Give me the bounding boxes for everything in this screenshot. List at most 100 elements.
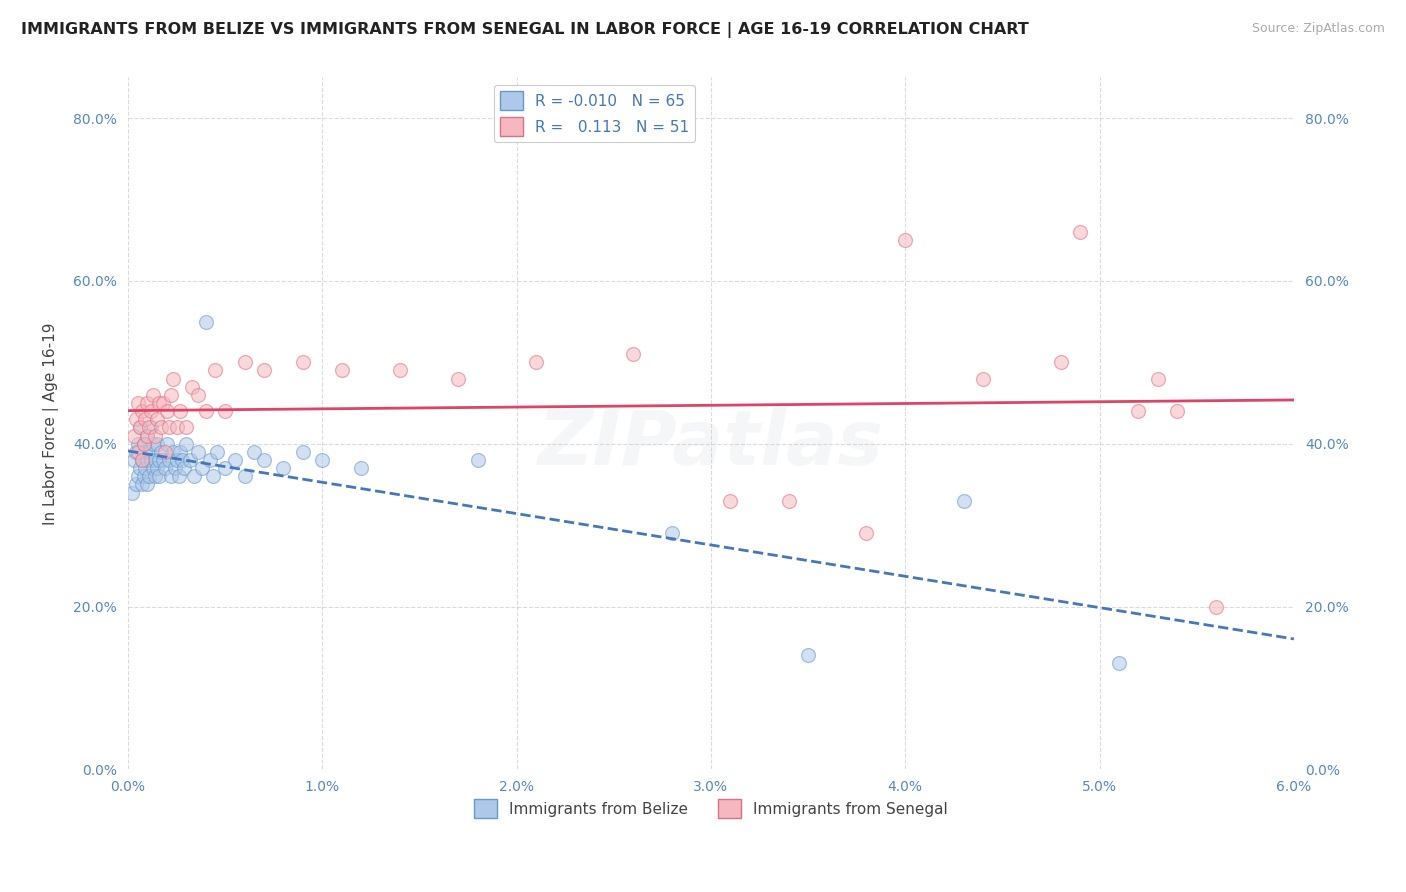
Point [134,461,156,475]
Point [797,648,820,663]
Point [253,363,276,377]
Point [169,445,191,459]
Point [138,420,160,434]
Point [152,453,174,467]
Point [1146,371,1168,385]
Point [661,526,683,541]
Point [136,453,159,467]
Point [198,453,221,467]
Point [207,445,229,459]
Point [152,396,174,410]
Point [127,396,149,410]
Point [150,420,173,434]
Point [162,371,184,385]
Point [972,371,994,385]
Point [172,453,194,467]
Point [143,428,166,442]
Point [169,404,191,418]
Point [136,428,159,442]
Point [191,461,214,475]
Point [467,453,489,467]
Point [233,469,256,483]
Point [131,404,153,418]
Point [132,436,155,450]
Point [134,445,156,459]
Text: IMMIGRANTS FROM BELIZE VS IMMIGRANTS FROM SENEGAL IN LABOR FORCE | AGE 16-19 COR: IMMIGRANTS FROM BELIZE VS IMMIGRANTS FRO… [21,22,1029,38]
Point [156,436,179,450]
Point [143,469,166,483]
Point [163,461,186,475]
Point [146,436,169,450]
Point [202,469,225,483]
Point [1108,657,1130,671]
Point [778,493,800,508]
Point [146,412,169,426]
Text: ZIPatlas: ZIPatlas [538,407,884,481]
Point [141,453,163,467]
Point [1128,404,1150,418]
Point [159,469,181,483]
Y-axis label: In Labor Force | Age 16-19: In Labor Force | Age 16-19 [44,322,59,524]
Point [233,355,256,369]
Point [146,461,169,475]
Point [1049,355,1071,369]
Point [330,363,353,377]
Point [141,420,163,434]
Point [181,380,204,394]
Point [143,453,166,467]
Point [150,445,173,459]
Point [127,445,149,459]
Point [291,445,314,459]
Point [125,412,148,426]
Point [131,477,153,491]
Point [156,404,179,418]
Point [1069,225,1091,239]
Point [153,445,176,459]
Point [142,461,165,475]
Point [1205,599,1227,614]
Point [253,453,276,467]
Point [187,445,209,459]
Point [166,420,188,434]
Point [125,477,148,491]
Point [132,436,155,450]
Point [142,388,165,402]
Point [128,461,150,475]
Point [224,453,246,467]
Point [214,404,236,418]
Point [148,453,170,467]
Point [121,485,143,500]
Point [134,412,156,426]
Point [291,355,314,369]
Point [136,396,159,410]
Point [132,469,155,483]
Point [187,388,209,402]
Point [138,445,160,459]
Point [148,396,170,410]
Legend: Immigrants from Belize, Immigrants from Senegal: Immigrants from Belize, Immigrants from … [468,793,955,824]
Point [173,461,195,475]
Point [524,355,547,369]
Point [621,347,644,361]
Point [153,461,176,475]
Point [311,453,333,467]
Point [447,371,470,385]
Point [183,469,205,483]
Point [194,404,217,418]
Point [179,453,201,467]
Text: Source: ZipAtlas.com: Source: ZipAtlas.com [1251,22,1385,36]
Point [141,404,163,418]
Point [718,493,741,508]
Point [122,453,145,467]
Point [131,453,153,467]
Point [136,477,159,491]
Point [389,363,412,377]
Point [214,461,236,475]
Point [167,469,190,483]
Point [166,453,188,467]
Point [131,453,153,467]
Point [127,469,149,483]
Point [157,453,180,467]
Point [159,388,181,402]
Point [148,469,170,483]
